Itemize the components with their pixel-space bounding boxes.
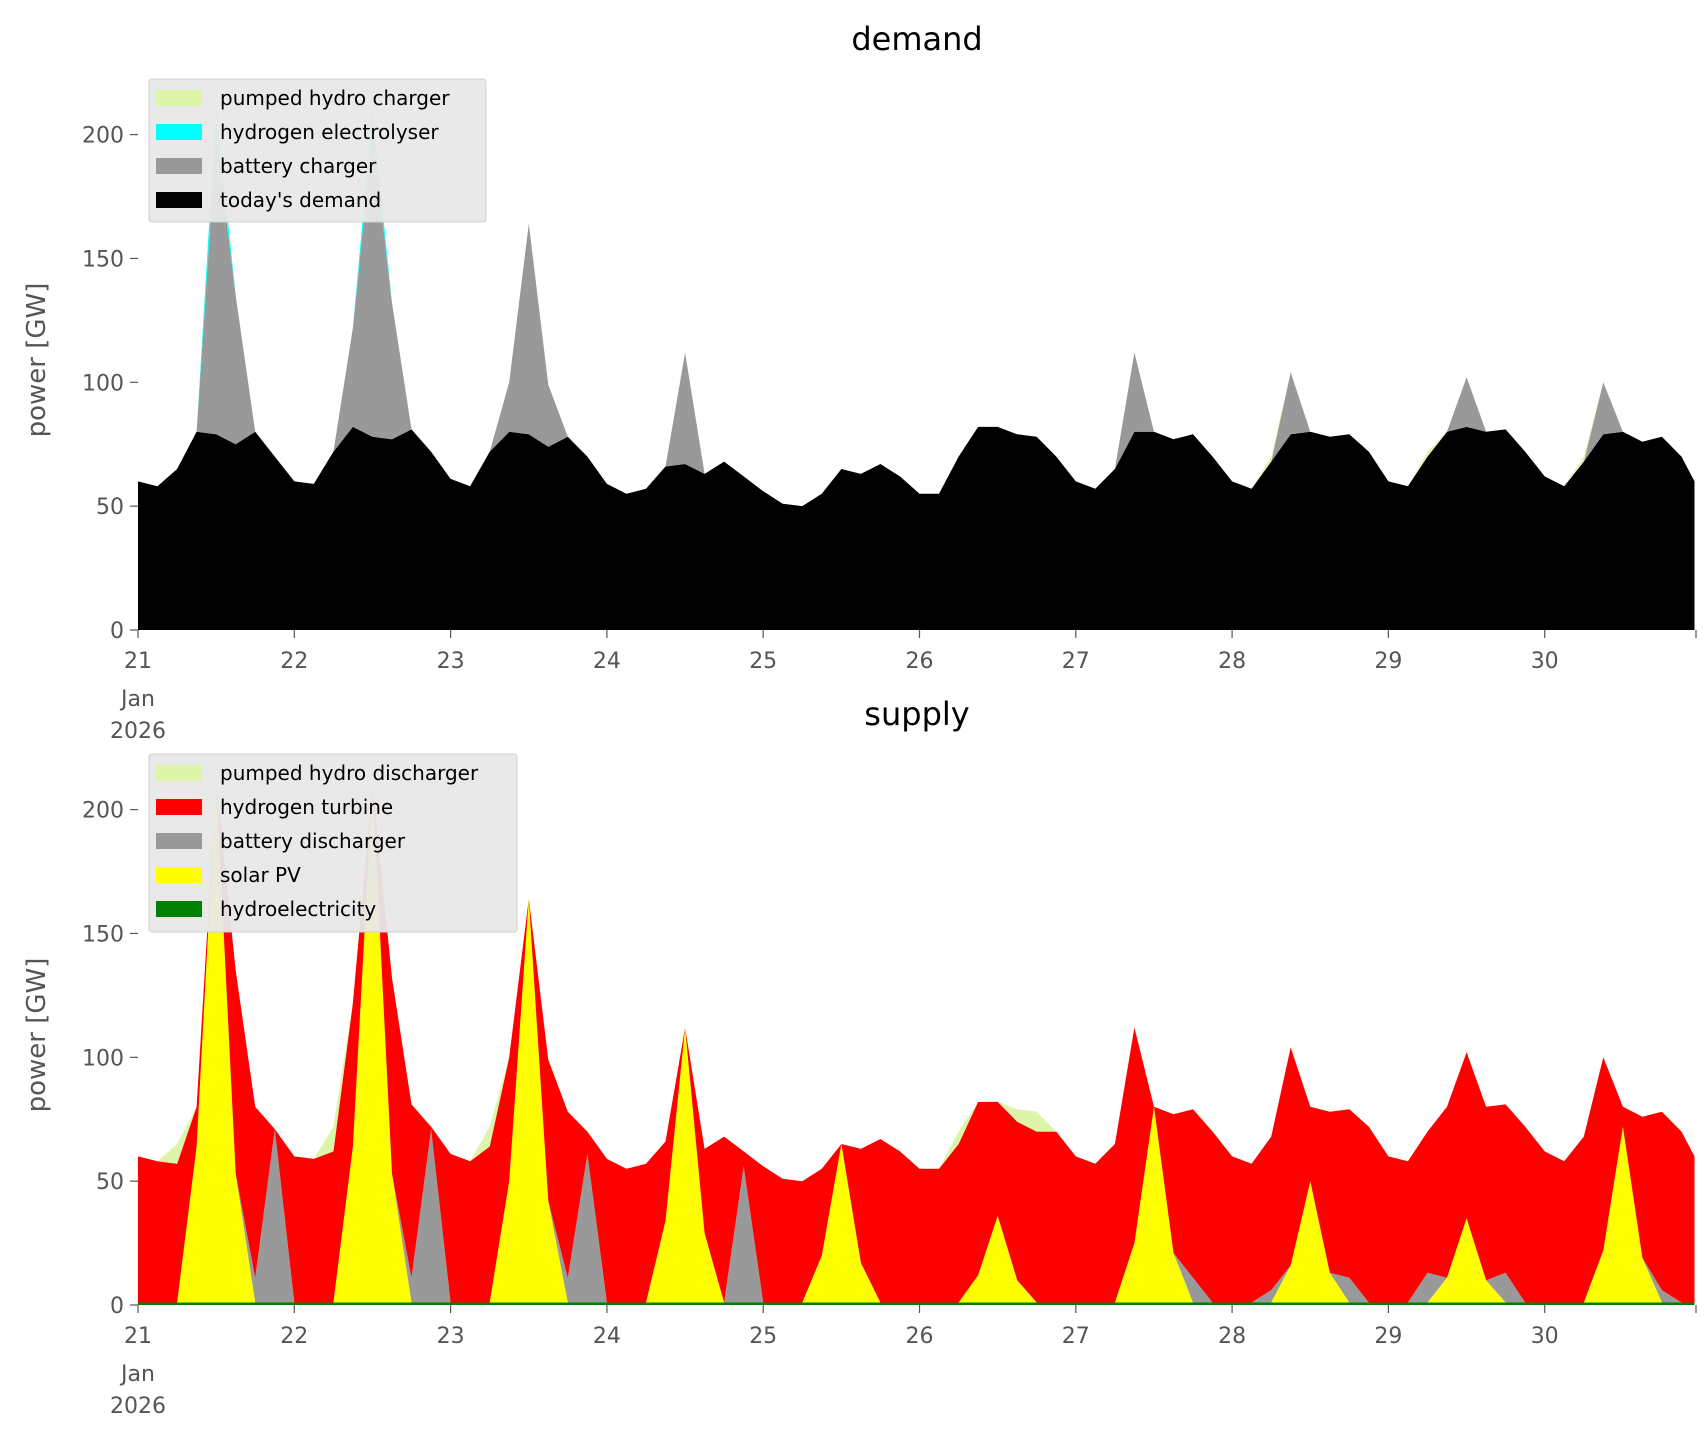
y-tick-label: 100: [82, 1046, 124, 1071]
x-tick-label: 29: [1374, 1324, 1402, 1349]
x-tick-sublabel: Jan: [119, 1362, 155, 1387]
x-tick-label: 21: [124, 1324, 152, 1349]
y-tick-label: 150: [82, 922, 124, 947]
legend-swatch: [156, 158, 202, 174]
y-tick-label: 0: [110, 619, 124, 644]
legend-label: battery discharger: [220, 829, 406, 853]
legend-swatch: [156, 90, 202, 106]
x-tick-label: 23: [437, 649, 465, 674]
x-tick-label: 23: [437, 1324, 465, 1349]
x-tick-sublabel: Jan: [119, 687, 155, 712]
x-tick-label: 27: [1062, 1324, 1090, 1349]
x-tick-label: 24: [593, 649, 621, 674]
legend-swatch: [156, 867, 202, 883]
x-tick-label: 28: [1218, 1324, 1246, 1349]
x-tick-label: 30: [1531, 649, 1559, 674]
x-tick-label: 28: [1218, 649, 1246, 674]
legend-label: hydroelectricity: [220, 897, 376, 921]
chart-title: demand: [851, 20, 982, 58]
y-tick-label: 200: [82, 799, 124, 824]
y-tick-label: 50: [96, 495, 124, 520]
x-tick-label: 26: [906, 1324, 934, 1349]
y-axis-label: power [GW]: [22, 958, 52, 1113]
legend-swatch: [156, 799, 202, 815]
x-tick-sublabel: 2026: [110, 1394, 166, 1419]
area-battery-charger: [138, 134, 1695, 507]
legend-box: [148, 78, 487, 223]
y-tick-label: 150: [82, 247, 124, 272]
legend-label: today's demand: [220, 188, 381, 212]
x-tick-label: 22: [280, 649, 308, 674]
legend-swatch: [156, 901, 202, 917]
supply-axes: 0 50 100 150 200 21 22 23 24 25 26 27 28 29 30 Jan 2026 p…: [22, 695, 1697, 1419]
legend-box: [148, 753, 518, 933]
y-axis-label: power [GW]: [22, 283, 52, 438]
y-tick-label: 0: [110, 1294, 124, 1319]
x-tick-label: 25: [749, 1324, 777, 1349]
x-tick-label: 24: [593, 1324, 621, 1349]
x-tick-label: 26: [906, 649, 934, 674]
legend-label: pumped hydro charger: [220, 86, 450, 110]
area-today-s-demand: [138, 426, 1695, 630]
legend-label: solar PV: [220, 863, 301, 887]
x-tick-label: 29: [1374, 649, 1402, 674]
legend-label: pumped hydro discharger: [220, 761, 479, 785]
legend-swatch: [156, 192, 202, 208]
legend-swatch: [156, 833, 202, 849]
y-tick-label: 100: [82, 371, 124, 396]
x-tick-label: 25: [749, 649, 777, 674]
legend-label: hydrogen electrolyser: [220, 120, 439, 144]
y-tick-label: 200: [82, 124, 124, 149]
chart-title: supply: [864, 695, 969, 733]
x-tick-label: 27: [1062, 649, 1090, 674]
x-tick-label: 22: [280, 1324, 308, 1349]
legend-swatch: [156, 124, 202, 140]
legend: pumped hydro charger hydrogen electrolyse…: [148, 78, 487, 223]
area-hydroelectricity: [138, 1302, 1695, 1305]
demand-axes: 0 50 100 150 200 21 22 23 24 25 26 27 28 29 30 Jan 2026 p…: [22, 20, 1697, 744]
legend-swatch: [156, 765, 202, 781]
y-tick-label: 50: [96, 1170, 124, 1195]
legend-label: hydrogen turbine: [220, 795, 393, 819]
legend: pumped hydro discharger hydrogen turbine b…: [148, 753, 518, 933]
x-tick-label: 30: [1531, 1324, 1559, 1349]
legend-label: battery charger: [220, 154, 377, 178]
x-tick-label: 21: [124, 649, 152, 674]
area-solar-pv: [138, 782, 1695, 1303]
area-hydrogen-turbine: [138, 782, 1695, 1303]
x-tick-sublabel: 2026: [110, 719, 166, 744]
